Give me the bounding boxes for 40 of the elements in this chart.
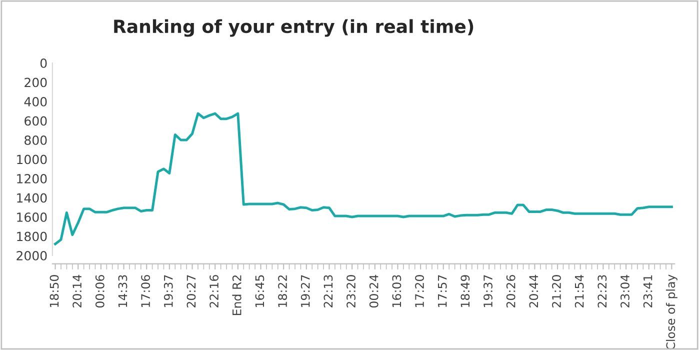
x-tick-label: 16:45 <box>255 275 264 307</box>
x-tick-label: 23:20 <box>346 275 356 308</box>
x-tick-label: 22:23 <box>598 275 607 308</box>
x-tick-label: 21:20 <box>552 275 561 308</box>
x-tick-label: 00:24 <box>369 274 378 308</box>
x-tick-label: 17:06 <box>141 274 150 307</box>
y-tick-label: 0 <box>40 58 47 68</box>
x-tick-label: 00:06 <box>95 274 104 308</box>
x-tick-label: 20:27 <box>186 275 196 308</box>
x-tick-label: 14:33 <box>118 275 128 307</box>
x-tick-label: 20:14 <box>72 274 82 308</box>
y-tick-label: 1400 <box>17 193 47 203</box>
x-tick-label: 17:20 <box>415 275 424 307</box>
x-tick-label: 17:57 <box>438 275 447 307</box>
y-tick-label: 1200 <box>17 174 47 184</box>
y-tick-label: 1000 <box>17 154 47 164</box>
x-tick-label: 19:27 <box>300 275 310 307</box>
x-tick-label: 20:44 <box>529 274 538 308</box>
x-tick-label: 23:41 <box>643 275 652 308</box>
x-tick-label: 23:04 <box>620 274 630 308</box>
x-tick-label: 21:54 <box>574 274 584 308</box>
x-tick-label: 19:37 <box>484 275 492 307</box>
y-tick-label: 1800 <box>17 232 47 242</box>
y-tick-label: 800 <box>24 135 47 145</box>
line-series <box>54 112 673 246</box>
x-tick-label: 18:49 <box>460 275 470 307</box>
y-tick-label: 2000 <box>16 250 47 260</box>
x-tick-label: 18:50 <box>50 275 59 307</box>
x-tick-label: 20:26 <box>506 274 516 308</box>
x-tick-label: 19:37 <box>164 275 173 307</box>
x-tick-label: End R2 <box>232 275 242 315</box>
y-tick-label: 200 <box>24 78 47 88</box>
chart-title: Ranking of your entry (in real time) <box>114 19 474 37</box>
y-tick-label: 600 <box>24 116 47 126</box>
x-tick-label: 18:22 <box>278 275 287 307</box>
x-tick-label: 22:16 <box>210 274 219 308</box>
y-tick-label: 400 <box>24 96 47 106</box>
y-tick-label: 1600 <box>17 212 47 222</box>
x-tick-label: 16:03 <box>392 275 402 307</box>
x-tick-label: 22:13 <box>324 275 333 308</box>
